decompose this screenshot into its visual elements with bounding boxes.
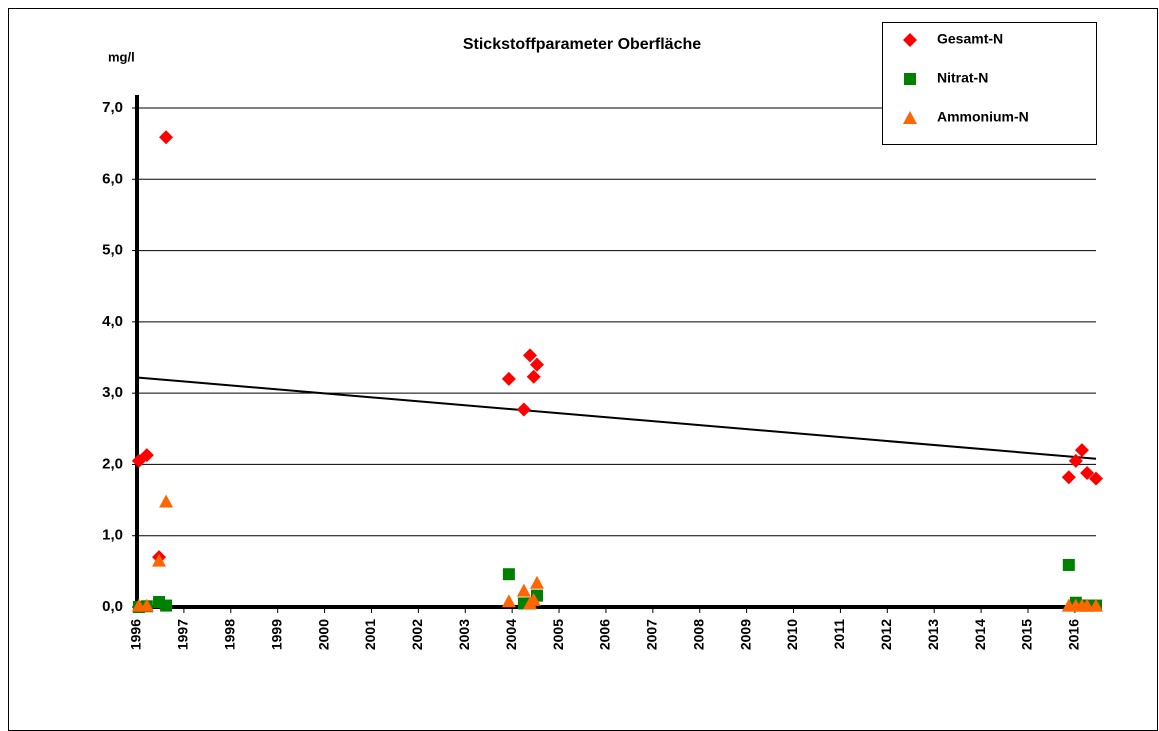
x-tick-label: 2000 (315, 619, 331, 650)
x-tick-label: 2007 (644, 619, 660, 650)
square-marker (160, 599, 173, 612)
triangle-marker (526, 592, 541, 606)
diamond-marker (1074, 443, 1089, 458)
x-tick-label: 2001 (362, 619, 378, 650)
diamond-marker (530, 357, 545, 372)
y-tick-label: 3,0 (102, 384, 123, 401)
x-tick-label: 2009 (737, 619, 753, 650)
y-tick-label: 6,0 (102, 170, 123, 187)
triangle-marker (530, 575, 545, 589)
x-tick-label: 2006 (597, 619, 613, 650)
square-marker (904, 73, 916, 85)
diamond-marker (501, 371, 516, 386)
triangle-marker (159, 494, 174, 508)
x-tick-label: 1997 (175, 619, 191, 650)
x-tick-label: 1999 (268, 619, 284, 650)
x-tick-label: 2015 (1019, 619, 1035, 650)
legend-label: Ammonium-N (937, 109, 1029, 125)
x-tick-label: 2002 (409, 619, 425, 650)
triangle-marker (516, 583, 531, 597)
diamond-marker (1061, 470, 1076, 485)
diamond-marker (1080, 465, 1095, 480)
diamond-marker (159, 130, 174, 145)
triangle-marker (903, 111, 917, 124)
trendline (136, 376, 1097, 460)
diamond-marker (139, 448, 154, 463)
chart-title: Stickstoffparameter Oberfläche (463, 36, 701, 53)
square-marker (502, 568, 515, 581)
y-tick-label: 1,0 (102, 527, 123, 544)
y-axis-label: mg/l (108, 49, 135, 64)
triangle-marker (1080, 598, 1095, 612)
x-tick-label: 2012 (878, 619, 894, 650)
diamond-marker (516, 402, 531, 417)
x-tick-label: 1998 (221, 619, 237, 650)
y-tick-label: 5,0 (102, 242, 123, 259)
legend-box (882, 22, 1097, 145)
diamond-marker (526, 369, 541, 384)
x-tick-label: 2004 (503, 619, 519, 650)
legend-label: Nitrat-N (937, 70, 988, 86)
series-diamond (131, 130, 1103, 565)
x-tick-label: 2014 (972, 619, 988, 650)
y-tick-label: 7,0 (102, 99, 123, 116)
x-tick-label: 2016 (1066, 619, 1082, 650)
y-tick-label: 0,0 (102, 598, 123, 615)
y-tick-label: 2,0 (102, 455, 123, 472)
diamond-marker (1068, 453, 1083, 468)
square-marker (1062, 558, 1075, 571)
diamond-marker (1089, 471, 1103, 486)
legend-label: Gesamt-N (937, 31, 1003, 47)
x-tick-label: 2003 (456, 619, 472, 650)
diamond-marker (522, 348, 537, 363)
x-tick-label: 2008 (690, 619, 706, 650)
triangle-marker (501, 594, 516, 608)
x-tick-label: 2005 (550, 619, 566, 650)
y-tick-label: 4,0 (102, 313, 123, 330)
triangle-marker (1089, 598, 1103, 612)
triangle-marker (152, 553, 167, 567)
x-tick-label: 2011 (831, 619, 847, 650)
triangle-marker (139, 598, 154, 612)
series-triangle (131, 494, 1103, 612)
x-tick-label: 1996 (128, 619, 144, 650)
x-tick-label: 2010 (784, 619, 800, 650)
diamond-marker (903, 33, 917, 47)
x-tick-label: 2013 (925, 619, 941, 650)
